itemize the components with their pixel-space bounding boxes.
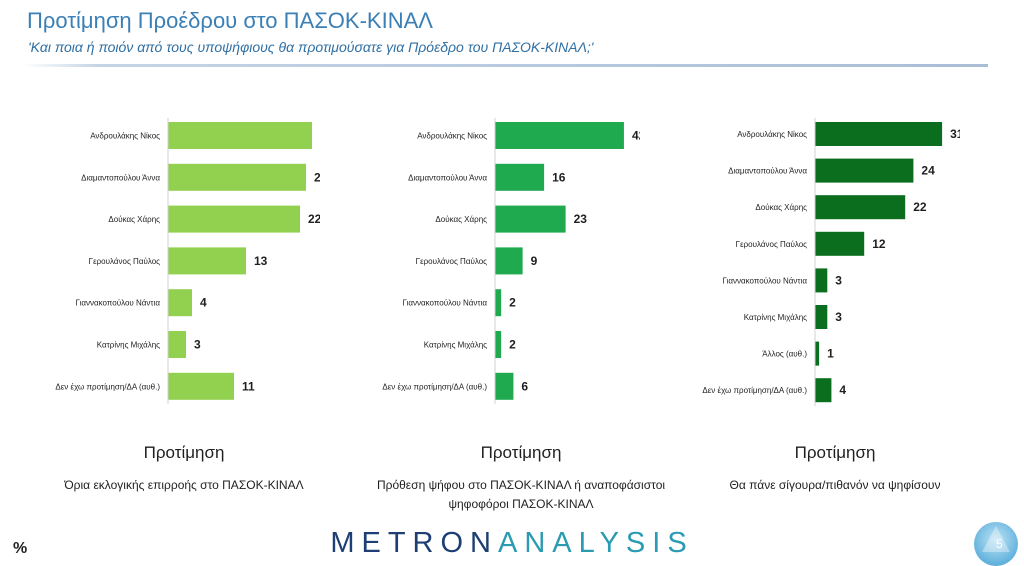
category-label: Δεν έχω προτίμηση/ΔΑ (αυθ.) bbox=[702, 386, 807, 395]
category-label: Γερουλάνος Παύλος bbox=[416, 257, 487, 266]
value-label: 4 bbox=[839, 383, 846, 397]
value-label: 6 bbox=[521, 379, 528, 393]
bar bbox=[815, 122, 943, 146]
value-label: 24 bbox=[921, 164, 935, 178]
category-label: Διαμαντοπούλου Άννα bbox=[728, 167, 807, 176]
category-label: Δεν έχω προτίμηση/ΔΑ (αυθ.) bbox=[55, 382, 160, 391]
chart-area-2: Ανδρουλάκης Νίκος 42 Διαμαντοπούλου Άννα 16… bbox=[382, 118, 640, 404]
category-label: Δούκας Χάρης bbox=[108, 215, 160, 224]
panel-3-description: Θα πάνε σίγουρα/πιθανόν να ψηφίσουν bbox=[729, 478, 941, 492]
bar bbox=[168, 205, 300, 233]
value-label: 23 bbox=[314, 170, 320, 184]
page-number: 5 bbox=[996, 537, 1003, 551]
header-divider bbox=[22, 64, 988, 67]
category-label: Κατρίνης Μιχάλης bbox=[744, 313, 807, 322]
category-label: Ανδρουλάκης Νίκος bbox=[737, 130, 807, 139]
logo-metron-text: METRON bbox=[330, 527, 498, 559]
value-label: 13 bbox=[254, 254, 268, 268]
bar bbox=[815, 341, 820, 366]
panel-3-heading: Προτίμηση bbox=[794, 443, 876, 462]
bar bbox=[168, 122, 312, 149]
bar bbox=[168, 331, 186, 358]
value-label: 22 bbox=[913, 200, 927, 214]
category-label: Γερουλάνος Παύλος bbox=[89, 257, 160, 266]
category-label: Γιαννακοπούλου Νάντια bbox=[76, 299, 161, 308]
bar bbox=[815, 378, 832, 403]
chart-area-1: Ανδρουλάκης Νίκος24Διαμαντοπούλου Άννα23… bbox=[55, 118, 320, 404]
value-label: 42 bbox=[632, 129, 640, 143]
bar bbox=[495, 122, 624, 149]
page-badge-icon bbox=[974, 522, 1018, 566]
value-label: 23 bbox=[574, 212, 588, 226]
bar bbox=[168, 163, 306, 191]
bar bbox=[495, 331, 502, 358]
category-label: Ανδρουλάκης Νίκος bbox=[90, 132, 160, 141]
value-label: 16 bbox=[552, 170, 566, 184]
value-label: 9 bbox=[531, 254, 538, 268]
bar bbox=[168, 372, 234, 400]
value-label: 1 bbox=[827, 347, 834, 361]
category-label: Κατρίνης Μιχάλης bbox=[424, 341, 487, 350]
value-label: 3 bbox=[835, 273, 842, 287]
bar bbox=[815, 268, 828, 293]
panel-1-description: Όρια εκλογικής επιρροής στο ΠΑΣΟΚ-ΚΙΝΑΛ bbox=[64, 478, 304, 492]
value-label: 31 bbox=[950, 127, 960, 141]
page-subtitle: 'Και ποια ή ποιόν από τους υποψήφιους θα… bbox=[28, 39, 594, 55]
category-label: Δούκας Χάρης bbox=[435, 215, 487, 224]
chart-area-3: Ανδρουλάκης Νίκος31Διαμαντοπούλου Άννα24… bbox=[702, 118, 960, 407]
bar bbox=[815, 305, 828, 329]
category-label: Διαμαντοπούλου Άννα bbox=[408, 173, 487, 182]
page-title: Προτίμηση Προέδρου στο ΠΑΣΟΚ-ΚΙΝΑΛ bbox=[27, 8, 433, 33]
value-label: 2 bbox=[509, 296, 516, 310]
value-label: 3 bbox=[835, 310, 842, 324]
bar bbox=[815, 158, 914, 183]
category-label: Δεν έχω προτίμηση/ΔΑ (αυθ.) bbox=[382, 382, 487, 391]
bar bbox=[495, 247, 523, 275]
panel-2-heading: Προτίμηση bbox=[480, 443, 562, 462]
bar bbox=[168, 247, 246, 275]
category-label: Κατρίνης Μιχάλης bbox=[97, 341, 160, 350]
bar bbox=[495, 372, 514, 400]
value-label: 3 bbox=[194, 338, 201, 352]
category-label: Δούκας Χάρης bbox=[755, 203, 807, 212]
category-label: Γιαννακοπούλου Νάντια bbox=[723, 276, 808, 285]
unit-label: % bbox=[13, 540, 28, 557]
value-label: 12 bbox=[872, 237, 886, 251]
bar bbox=[495, 289, 502, 317]
value-label: 11 bbox=[242, 379, 255, 393]
bar bbox=[168, 289, 192, 317]
bar bbox=[495, 163, 545, 191]
value-label: 22 bbox=[308, 212, 320, 226]
category-label: Διαμαντοπούλου Άννα bbox=[81, 173, 160, 182]
bar bbox=[815, 231, 865, 256]
category-label: Γιαννακοπούλου Νάντια bbox=[403, 299, 488, 308]
category-label: Γερουλάνος Παύλος bbox=[736, 240, 807, 249]
panel-2-description: Πρόθεση ψήφου στο ΠΑΣΟΚ-ΚΙΝΑΛ ή αναποφάσ… bbox=[376, 478, 666, 511]
value-label: 4 bbox=[200, 296, 207, 310]
category-label: Άλλος (αυθ.) bbox=[762, 350, 807, 359]
value-label: 2 bbox=[509, 338, 516, 352]
panel-1-heading: Προτίμηση bbox=[143, 443, 225, 462]
logo-analysis-text: ANALYSIS bbox=[497, 527, 694, 559]
bar bbox=[495, 205, 566, 233]
category-label: Ανδρουλάκης Νίκος bbox=[417, 132, 487, 141]
metron-analysis-logo: METRONANALYSIS bbox=[0, 527, 1024, 560]
bar bbox=[815, 195, 906, 220]
